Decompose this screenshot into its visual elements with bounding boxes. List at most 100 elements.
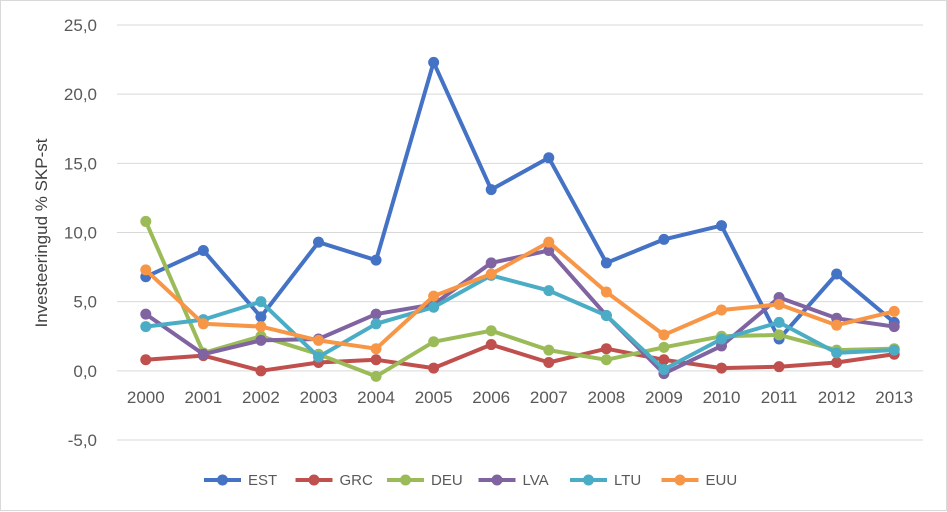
data-point (255, 334, 267, 346)
data-point (370, 308, 382, 320)
legend-label: LVA (523, 472, 549, 489)
data-point (543, 344, 555, 356)
series-line (143, 60, 897, 341)
legend-marker (308, 474, 320, 486)
data-point (543, 285, 555, 297)
legend-label: GRC (340, 472, 374, 489)
data-point (773, 298, 785, 310)
data-point (255, 365, 267, 377)
x-tick-label: 2008 (587, 388, 625, 407)
data-point (716, 220, 727, 232)
series-line (143, 342, 897, 373)
data-point (428, 56, 440, 68)
data-point (600, 343, 612, 355)
legend-label: EST (248, 472, 277, 489)
data-point (370, 254, 382, 266)
data-point (255, 311, 267, 323)
data-point (831, 319, 843, 331)
legend-label: DEU (431, 472, 463, 489)
legend-marker (491, 474, 503, 486)
x-tick-label: 2007 (530, 388, 568, 407)
data-point (370, 318, 382, 330)
y-tick-label: -5,0 (68, 431, 97, 450)
legend-marker (674, 474, 686, 486)
data-point (658, 354, 670, 366)
data-point (485, 268, 497, 280)
data-point (716, 333, 727, 345)
data-point (716, 362, 727, 374)
data-point (600, 354, 612, 366)
data-point (831, 268, 843, 280)
legend-item-deu: DEU (387, 472, 463, 489)
data-point (658, 341, 670, 353)
legend-item-ltu: LTU (570, 472, 641, 489)
series-ltu (140, 269, 900, 375)
data-point (313, 236, 324, 248)
series-euu (140, 236, 900, 355)
data-point (773, 329, 785, 341)
x-tick-label: 2001 (184, 388, 222, 407)
legend: EST GRC DEU LVA LTU EUU (204, 472, 737, 489)
series-est (140, 56, 900, 345)
legend-label: LTU (614, 472, 641, 489)
data-point (140, 308, 152, 320)
legend-item-grc: GRC (295, 472, 374, 489)
x-tick-label: 2013 (875, 388, 913, 407)
data-point (485, 339, 497, 351)
data-point (428, 362, 440, 374)
gridlines (117, 24, 923, 441)
legend-label: EUU (706, 472, 738, 489)
data-point (600, 310, 612, 321)
data-point (140, 354, 152, 366)
x-tick-label: 2012 (818, 388, 856, 407)
data-point (888, 321, 900, 333)
x-tick-label: 2000 (127, 388, 165, 407)
data-point (370, 343, 382, 355)
legend-item-euu: EUU (661, 472, 738, 489)
data-point (197, 244, 209, 256)
data-point (428, 290, 440, 302)
legend-marker (400, 474, 411, 486)
data-point (140, 321, 152, 333)
data-point (543, 244, 555, 256)
x-tick-label: 2005 (415, 388, 453, 407)
data-point (197, 348, 209, 360)
data-point (485, 325, 497, 337)
data-point (313, 351, 324, 363)
y-tick-label: 0,0 (73, 362, 97, 381)
legend-marker (583, 474, 594, 486)
data-point (255, 321, 267, 333)
data-point (888, 305, 900, 317)
data-point (370, 370, 382, 382)
y-axis-tick-labels: -5,0 0,0 5,0 10,0 15,0 20,0 25,0 (64, 16, 97, 450)
data-point (197, 318, 209, 330)
data-point (658, 363, 670, 375)
legend-marker (217, 474, 228, 486)
y-tick-label: 10,0 (64, 224, 97, 243)
x-tick-label: 2011 (761, 388, 798, 407)
data-point (485, 184, 497, 196)
x-axis-tick-labels: 2000 2001 2002 2003 2004 2005 2006 2007 2008 2009… (127, 388, 913, 407)
data-point (716, 304, 727, 316)
x-tick-label: 2009 (645, 388, 683, 407)
data-point (428, 336, 440, 348)
series-line (143, 240, 897, 351)
x-tick-label: 2006 (472, 388, 510, 407)
y-tick-label: 5,0 (73, 293, 97, 312)
x-tick-label: 2004 (357, 388, 395, 407)
y-tick-label: 20,0 (64, 85, 97, 104)
series-line (143, 273, 897, 372)
data-point (543, 357, 555, 369)
data-point (313, 334, 324, 346)
legend-item-lva: LVA (478, 472, 549, 489)
data-point (255, 296, 267, 308)
data-point (773, 316, 785, 328)
legend-item-est: EST (204, 472, 277, 489)
data-point (485, 257, 497, 269)
data-point (600, 257, 612, 269)
y-tick-label: 15,0 (64, 154, 97, 173)
data-point (658, 233, 670, 245)
data-point (543, 236, 555, 248)
